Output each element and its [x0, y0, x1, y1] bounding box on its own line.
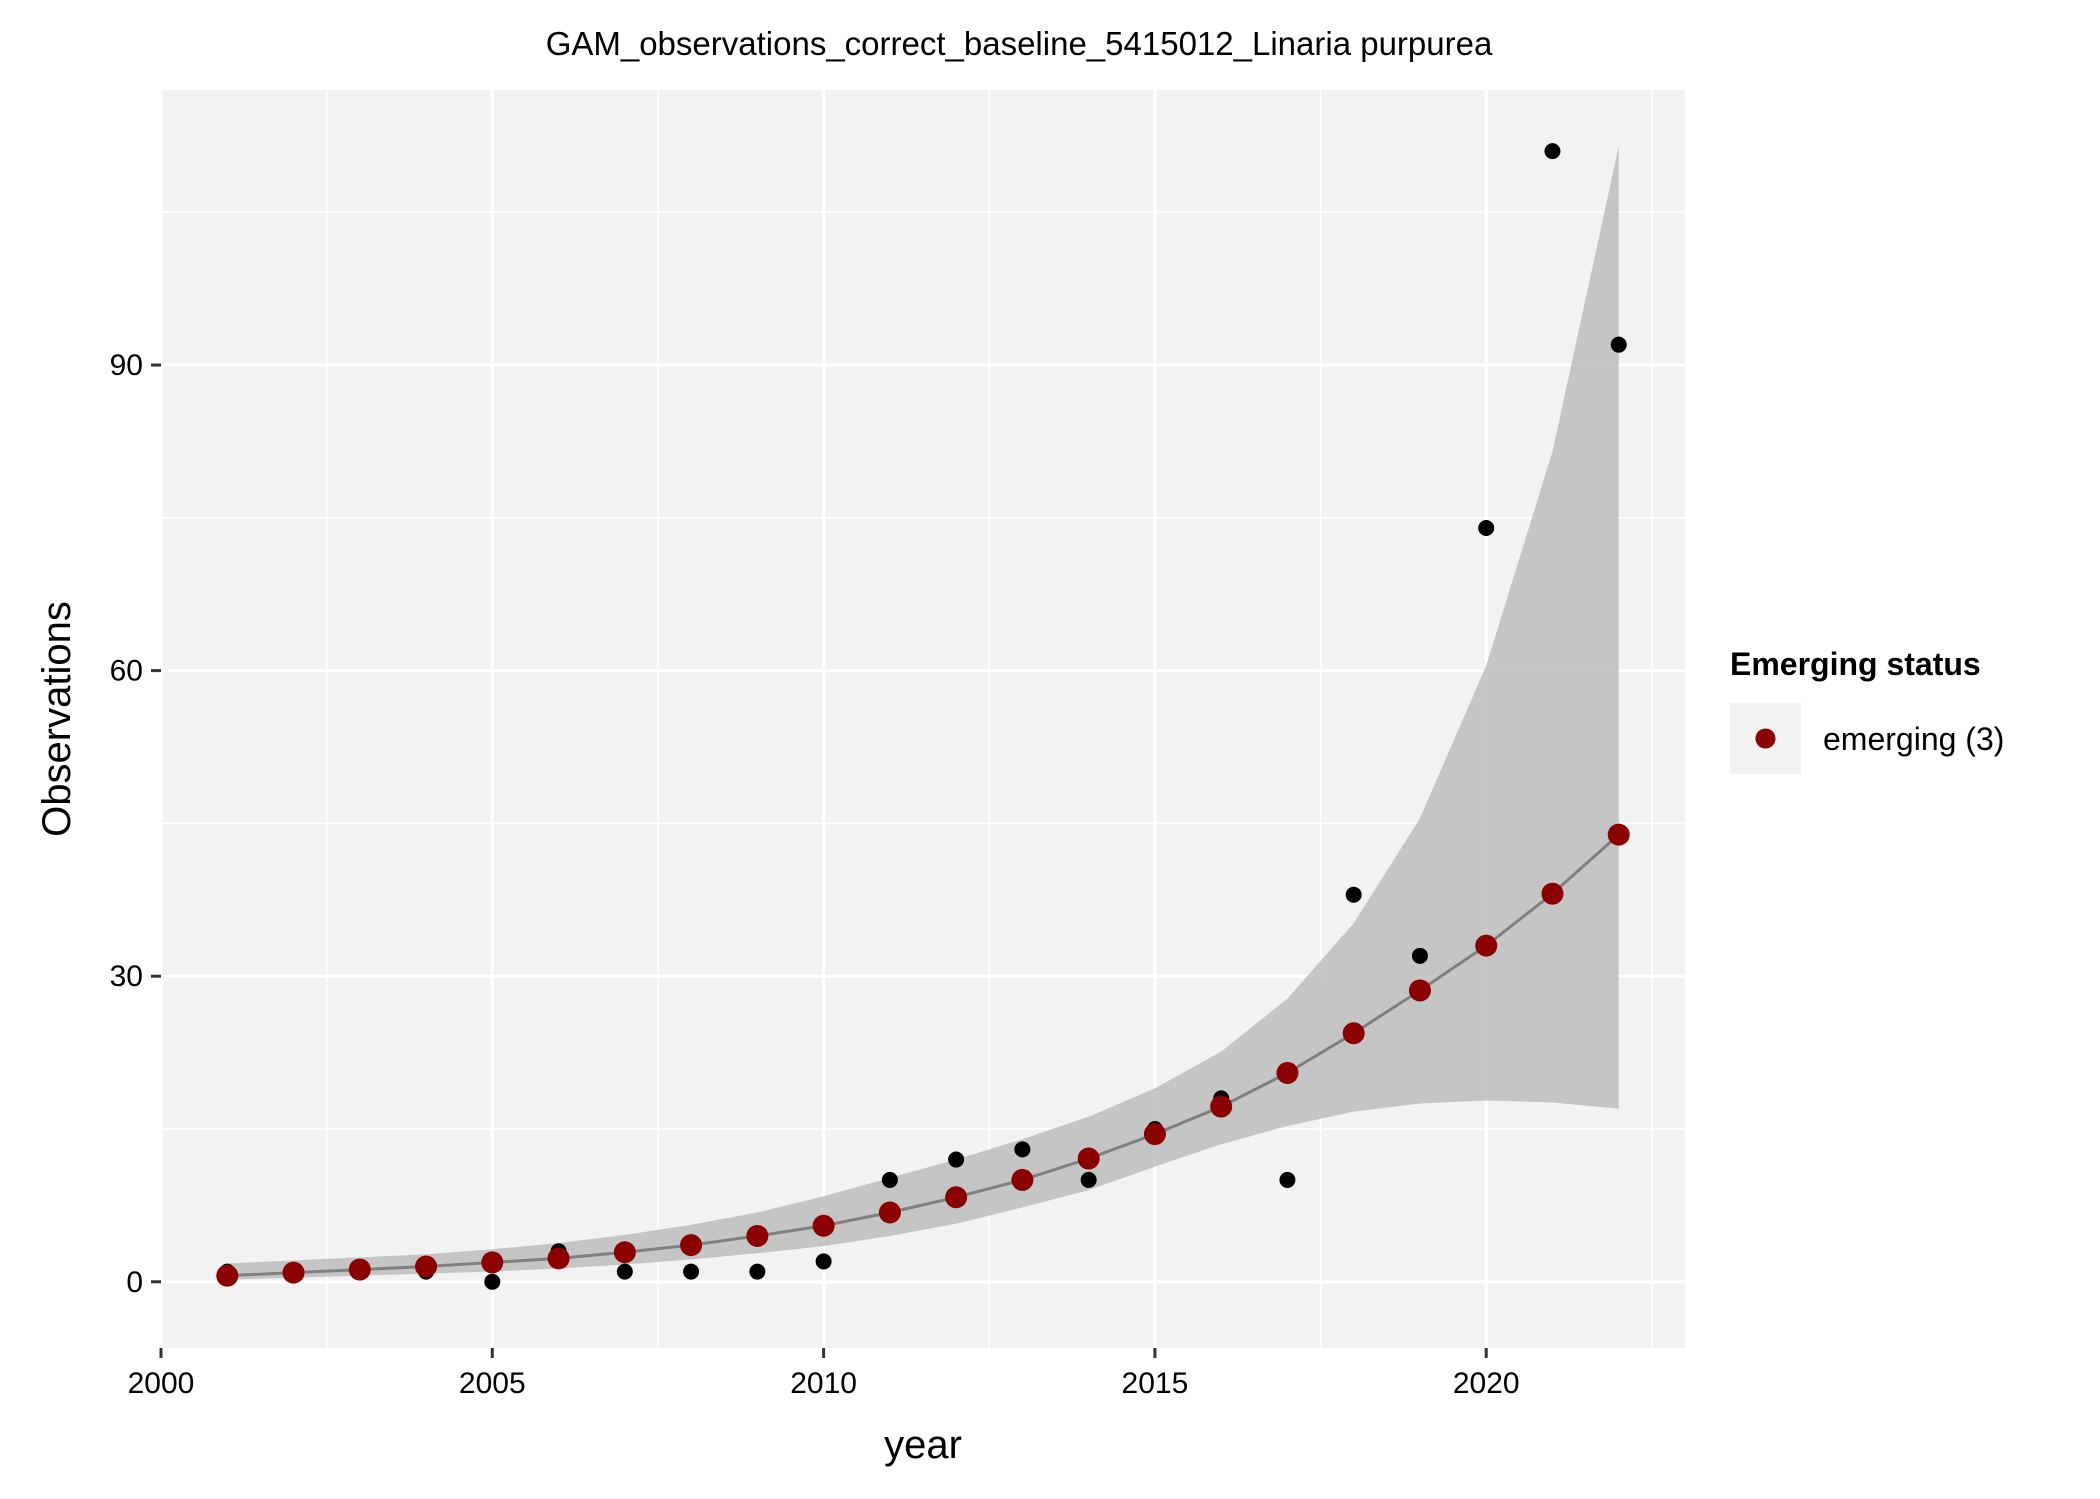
x-axis-label: year: [884, 1423, 962, 1467]
y-tick-label: 90: [110, 349, 143, 382]
legend: Emerging status emerging (3): [1730, 646, 2004, 774]
observed-point: [484, 1273, 501, 1290]
plot-panel: [161, 90, 1685, 1348]
x-tick-label: 2005: [459, 1367, 526, 1400]
y-tick-label: 30: [110, 960, 143, 993]
observed-point: [1544, 143, 1561, 160]
observed-point: [749, 1263, 766, 1280]
legend-label: emerging (3): [1823, 721, 2004, 757]
fitted-point: [348, 1258, 371, 1281]
fitted-point: [680, 1234, 703, 1257]
observed-point: [1478, 520, 1495, 537]
fitted-point: [1143, 1123, 1166, 1146]
legend-marker: [1755, 728, 1776, 749]
observed-point: [881, 1171, 898, 1188]
fitted-point: [481, 1251, 504, 1274]
fitted-line: [227, 833, 1620, 1278]
fitted-point: [1541, 882, 1564, 905]
y-tick-label: 0: [126, 1266, 143, 1299]
fitted-point: [1077, 1147, 1100, 1170]
observed-point: [1411, 947, 1428, 964]
fitted-point: [1607, 823, 1630, 846]
fitted-point: [613, 1241, 636, 1264]
observed-point: [1345, 886, 1362, 903]
fitted-point: [547, 1247, 570, 1270]
fitted-point: [1408, 979, 1431, 1002]
observed-point: [1014, 1141, 1031, 1158]
fitted-point: [216, 1264, 239, 1287]
legend-title: Emerging status: [1730, 646, 1981, 682]
fitted-point: [415, 1255, 438, 1278]
observed-point: [948, 1151, 965, 1168]
x-tick-label: 2020: [1453, 1367, 1520, 1400]
x-tick-label: 2015: [1122, 1367, 1189, 1400]
fitted-point: [812, 1214, 835, 1237]
fitted-point: [746, 1224, 769, 1247]
fitted-point: [1276, 1061, 1299, 1084]
observed-point: [683, 1263, 700, 1280]
y-tick-label: 60: [110, 655, 143, 688]
fitted-point: [878, 1201, 901, 1224]
fitted-point: [1475, 934, 1498, 957]
fitted-point: [945, 1186, 968, 1209]
fitted-point: [1210, 1095, 1233, 1118]
observed-point: [1279, 1171, 1296, 1188]
chart-title: GAM_observations_correct_baseline_541501…: [546, 25, 1493, 62]
y-axis: 0 30 60 90: [110, 349, 161, 1299]
fitted-point: [282, 1261, 305, 1284]
observed-point: [1610, 336, 1627, 353]
grid-minor: [161, 90, 1685, 1348]
x-tick-label: 2010: [790, 1367, 857, 1400]
x-axis: 2000 2005 2010 2015 2020: [128, 1348, 1520, 1400]
fitted-point: [1342, 1022, 1365, 1045]
observed-point: [1080, 1171, 1097, 1188]
fitted-point: [1011, 1168, 1034, 1191]
x-tick-label: 2000: [128, 1367, 195, 1400]
observed-point: [616, 1263, 633, 1280]
observed-point: [815, 1253, 832, 1270]
fitted-points: [216, 823, 1630, 1287]
y-axis-label: Observations: [35, 601, 79, 837]
